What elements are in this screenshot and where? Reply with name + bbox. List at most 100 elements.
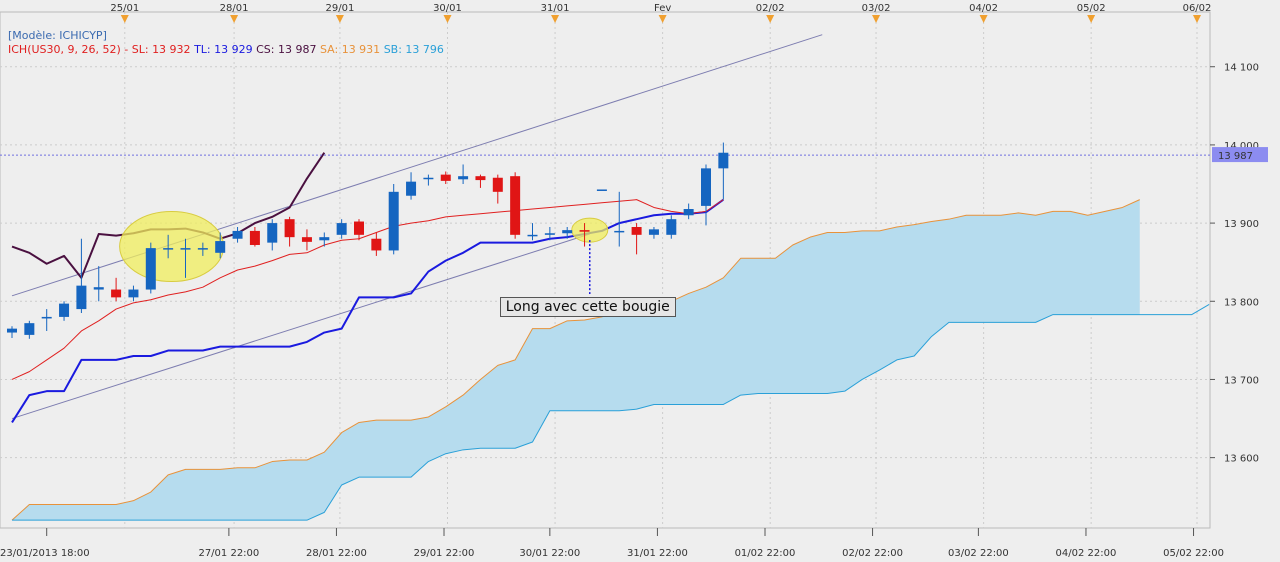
- axes: 13 600 13 700 13 800 13 900 14 000 14 100 13 9…: [0, 3, 1268, 559]
- candle-body: [301, 237, 312, 242]
- candle-body: [7, 328, 17, 333]
- candle-body: [336, 223, 347, 235]
- candle-body: [163, 248, 174, 250]
- candle-body: [614, 230, 625, 233]
- top-date-label: 28/01: [220, 3, 249, 14]
- last-price-tag: [1212, 147, 1268, 163]
- top-date-label: 29/01: [326, 3, 355, 14]
- top-date-label: 31/01: [541, 3, 570, 14]
- candle-body: [701, 168, 711, 206]
- top-date-marker: [658, 15, 667, 23]
- highlight-ellipse: [571, 217, 609, 243]
- bottom-date-label: 31/01 22:00: [627, 548, 688, 559]
- indicator-value: SA: 13 931: [320, 43, 384, 56]
- top-date-marker: [335, 15, 344, 23]
- candle-body: [319, 237, 330, 241]
- annotation-label: Long avec cette bougie: [499, 297, 676, 317]
- indicator-legend: ICH(US30, 9, 26, 52) - SL: 13 932 TL: 13…: [8, 43, 444, 56]
- bottom-date-label: 28/01 22:00: [306, 548, 367, 559]
- lower-trendline: [11, 233, 590, 420]
- candle-body: [544, 233, 555, 235]
- candles: [7, 142, 729, 339]
- candle-body: [388, 191, 399, 251]
- candle-body: [249, 230, 260, 245]
- candle-body: [718, 152, 729, 169]
- top-date-marker: [443, 15, 452, 23]
- indicator-value: CS: 13 987: [256, 43, 320, 56]
- top-date-marker: [979, 15, 988, 23]
- y-tick-label: 14 000: [1224, 141, 1259, 152]
- top-date-label: 25/01: [110, 3, 139, 14]
- bottom-date-label: 29/01 22:00: [414, 548, 475, 559]
- indicator-value: TL: 13 929: [193, 43, 256, 56]
- top-date-marker: [872, 15, 881, 23]
- last-price-label: 13 987: [1218, 151, 1253, 162]
- candle-body: [527, 234, 538, 237]
- candle-body: [596, 189, 607, 191]
- plot-frame: [0, 11, 1211, 529]
- candle-body: [24, 323, 35, 335]
- candle-body: [267, 223, 278, 243]
- top-date-marker: [1193, 15, 1202, 23]
- candle-body: [41, 316, 52, 319]
- bottom-date-label: 04/02 22:00: [1056, 548, 1117, 559]
- bottom-date-label: 27/01 22:00: [198, 548, 259, 559]
- candle-body: [371, 238, 382, 251]
- y-tick-label: 13 800: [1224, 297, 1259, 308]
- model-label: [Modèle: ICHICYP]: [8, 29, 107, 42]
- candle-body: [111, 289, 122, 298]
- candle-body: [180, 248, 191, 250]
- legend: [Modèle: ICHICYP] ICH(US30, 9, 26, 52) -…: [8, 29, 444, 56]
- kumo-cloud: [12, 199, 1140, 521]
- indicator-prefix: ICH(US30, 9, 26, 52) -: [8, 43, 132, 56]
- bottom-date-label: 23/01/2013 18:00: [0, 548, 90, 559]
- top-date-marker: [120, 15, 129, 23]
- candle-body: [406, 181, 417, 196]
- candle-body: [197, 248, 208, 250]
- senkou-span-b-line: [12, 303, 1210, 521]
- bottom-date-label: 30/01 22:00: [519, 548, 580, 559]
- senkou-span-a-line: [11, 199, 1140, 521]
- candle-body: [215, 241, 226, 253]
- highlight-ellipse: [119, 211, 225, 283]
- candle-body: [631, 227, 642, 235]
- candle-body: [562, 230, 573, 234]
- candle-body: [683, 209, 694, 216]
- y-tick-label: 14 100: [1224, 63, 1259, 74]
- top-date-label: Fev: [654, 3, 671, 14]
- candle-body: [510, 176, 521, 235]
- top-date-marker: [551, 15, 560, 23]
- candle-body: [284, 219, 295, 238]
- candle-body: [232, 230, 243, 239]
- bottom-date-label: 02/02 22:00: [842, 548, 903, 559]
- cloud-fill: [12, 199, 1140, 521]
- bottom-date-label: 03/02 22:00: [948, 548, 1009, 559]
- candle-body: [475, 176, 486, 181]
- candle-body: [423, 177, 434, 180]
- top-date-label: 30/01: [433, 3, 462, 14]
- candle-body: [648, 229, 659, 235]
- top-date-marker: [1087, 15, 1096, 23]
- indicator-lines: [0, 152, 1210, 521]
- top-date-label: 06/02: [1183, 3, 1212, 14]
- candle-body: [59, 303, 70, 317]
- candle-body: [145, 248, 156, 290]
- indicator-value: SL: 13 932: [132, 43, 194, 56]
- candle-body: [492, 177, 503, 192]
- indicator-value: SB: 13 796: [384, 43, 444, 56]
- top-date-label: 03/02: [862, 3, 891, 14]
- bottom-date-label: 05/02 22:00: [1163, 548, 1224, 559]
- bottom-date-label: 01/02 22:00: [735, 548, 796, 559]
- candle-body: [458, 176, 469, 180]
- y-tick-label: 13 900: [1224, 219, 1259, 230]
- candle-body: [128, 289, 139, 298]
- candle-body: [354, 221, 364, 235]
- candle-body: [666, 219, 677, 235]
- candle-body: [579, 230, 590, 232]
- top-date-marker: [766, 15, 775, 23]
- top-date-label: 05/02: [1077, 3, 1106, 14]
- candle-body: [76, 285, 87, 310]
- top-date-label: 04/02: [969, 3, 998, 14]
- top-date-marker: [230, 15, 239, 23]
